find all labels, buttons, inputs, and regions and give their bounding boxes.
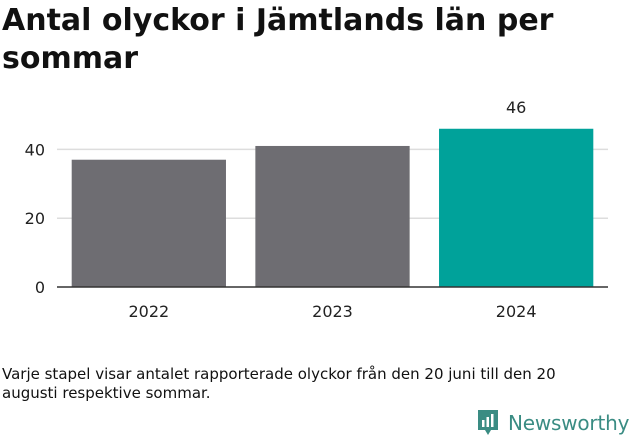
- bars: [71, 128, 594, 287]
- newsworthy-logo-icon: [478, 410, 498, 435]
- x-tick-label: 2022: [128, 302, 169, 321]
- bar-chart: 46 0 20 40 2022 2023 2024: [25, 98, 608, 321]
- y-tick-label: 0: [35, 278, 45, 297]
- y-axis: 0 20 40: [25, 140, 45, 297]
- bar-2023: [255, 145, 410, 287]
- x-axis: 2022 2023 2024: [57, 286, 608, 321]
- chart-title: Antal olyckor i Jämtlands län per sommar: [2, 3, 554, 76]
- brand-name: Newsworthy: [508, 411, 630, 435]
- data-label-2024: 46: [506, 98, 526, 117]
- y-tick-label: 20: [25, 209, 45, 228]
- brand-logo: Newsworthy: [476, 408, 629, 438]
- x-tick-label: 2024: [496, 302, 537, 321]
- x-tick-label: 2023: [312, 302, 353, 321]
- y-tick-label: 40: [25, 140, 45, 159]
- data-labels: 46: [506, 98, 526, 117]
- chart-footnote: Varje stapel visar antalet rapporterade …: [2, 365, 556, 402]
- bar-2022: [71, 159, 226, 287]
- bar-2024: [439, 128, 594, 287]
